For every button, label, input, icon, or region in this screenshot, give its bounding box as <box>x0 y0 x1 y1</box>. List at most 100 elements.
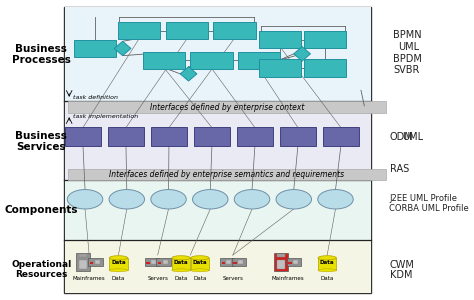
FancyBboxPatch shape <box>172 258 190 270</box>
FancyBboxPatch shape <box>237 52 280 69</box>
Text: Data: Data <box>320 260 335 266</box>
Ellipse shape <box>109 269 128 272</box>
Text: Interfaces defined by enterprise context: Interfaces defined by enterprise context <box>150 103 304 112</box>
FancyBboxPatch shape <box>151 127 187 146</box>
FancyBboxPatch shape <box>68 101 386 113</box>
FancyBboxPatch shape <box>237 127 273 146</box>
Ellipse shape <box>67 190 103 209</box>
Text: BPDM: BPDM <box>393 54 422 64</box>
FancyBboxPatch shape <box>79 254 87 256</box>
FancyBboxPatch shape <box>259 59 301 76</box>
FancyBboxPatch shape <box>194 127 230 146</box>
Text: Data: Data <box>174 276 188 281</box>
FancyBboxPatch shape <box>287 258 301 266</box>
FancyBboxPatch shape <box>108 127 144 146</box>
FancyBboxPatch shape <box>166 22 209 39</box>
FancyBboxPatch shape <box>221 262 225 264</box>
FancyBboxPatch shape <box>318 258 337 270</box>
FancyBboxPatch shape <box>64 180 371 240</box>
FancyBboxPatch shape <box>146 262 150 264</box>
FancyBboxPatch shape <box>64 7 371 293</box>
Text: Business
Services: Business Services <box>15 131 67 152</box>
Ellipse shape <box>276 190 311 209</box>
FancyBboxPatch shape <box>232 258 246 266</box>
FancyBboxPatch shape <box>65 127 101 146</box>
FancyBboxPatch shape <box>143 52 185 69</box>
Text: SVBR: SVBR <box>393 65 419 75</box>
FancyBboxPatch shape <box>64 7 371 101</box>
Ellipse shape <box>191 256 209 260</box>
Text: RAS: RAS <box>390 164 409 174</box>
Text: CWM: CWM <box>390 260 415 270</box>
FancyBboxPatch shape <box>109 258 128 270</box>
Text: UML: UML <box>398 42 419 52</box>
Text: Data: Data <box>192 260 207 266</box>
Polygon shape <box>180 67 197 81</box>
Ellipse shape <box>109 256 128 260</box>
FancyBboxPatch shape <box>76 253 90 271</box>
Text: task implementation: task implementation <box>73 114 138 119</box>
Text: Interfaces defined by enterprise semantics and requirements: Interfaces defined by enterprise semanti… <box>109 170 345 179</box>
Ellipse shape <box>151 190 186 209</box>
FancyBboxPatch shape <box>151 260 156 264</box>
Polygon shape <box>294 47 310 61</box>
Text: Mainframes: Mainframes <box>73 276 106 281</box>
FancyBboxPatch shape <box>277 254 285 256</box>
FancyBboxPatch shape <box>95 260 100 264</box>
Ellipse shape <box>192 190 228 209</box>
Text: Mainframes: Mainframes <box>271 276 304 281</box>
FancyBboxPatch shape <box>226 260 231 264</box>
Ellipse shape <box>318 190 353 209</box>
FancyBboxPatch shape <box>64 101 371 180</box>
FancyBboxPatch shape <box>73 40 116 57</box>
FancyBboxPatch shape <box>145 258 159 266</box>
Text: CORBA UML Profile: CORBA UML Profile <box>389 204 469 213</box>
Text: J2EE UML Profile: J2EE UML Profile <box>389 194 457 203</box>
Text: Data: Data <box>193 276 207 281</box>
Ellipse shape <box>318 256 337 260</box>
Ellipse shape <box>318 269 337 272</box>
FancyBboxPatch shape <box>191 52 233 69</box>
Text: ODM: ODM <box>390 132 413 142</box>
FancyBboxPatch shape <box>238 260 243 264</box>
FancyBboxPatch shape <box>64 240 371 293</box>
Text: Operational
Resources: Operational Resources <box>11 260 71 279</box>
Text: Data: Data <box>111 260 126 266</box>
FancyBboxPatch shape <box>79 260 87 269</box>
FancyBboxPatch shape <box>304 59 346 76</box>
FancyBboxPatch shape <box>259 31 301 48</box>
Text: Data: Data <box>320 276 334 281</box>
FancyBboxPatch shape <box>158 262 162 264</box>
Ellipse shape <box>172 269 190 272</box>
Text: Data: Data <box>174 260 188 266</box>
FancyBboxPatch shape <box>156 258 171 266</box>
FancyBboxPatch shape <box>118 22 160 39</box>
Text: Data: Data <box>112 276 125 281</box>
FancyBboxPatch shape <box>191 258 209 270</box>
FancyBboxPatch shape <box>88 258 102 266</box>
Text: Servers: Servers <box>222 276 243 281</box>
FancyBboxPatch shape <box>304 31 346 48</box>
Ellipse shape <box>172 256 190 260</box>
Text: Components: Components <box>4 205 78 215</box>
Ellipse shape <box>109 190 145 209</box>
FancyBboxPatch shape <box>233 262 237 264</box>
FancyBboxPatch shape <box>163 260 168 264</box>
FancyBboxPatch shape <box>213 22 255 39</box>
Text: KDM: KDM <box>390 270 412 280</box>
FancyBboxPatch shape <box>277 260 285 269</box>
Polygon shape <box>114 41 131 56</box>
Ellipse shape <box>191 269 209 272</box>
FancyBboxPatch shape <box>323 127 359 146</box>
Text: UML: UML <box>402 132 423 142</box>
FancyBboxPatch shape <box>68 169 386 180</box>
Text: BPMN: BPMN <box>393 30 422 40</box>
FancyBboxPatch shape <box>280 127 316 146</box>
FancyBboxPatch shape <box>293 260 298 264</box>
FancyBboxPatch shape <box>220 258 234 266</box>
FancyBboxPatch shape <box>274 253 288 271</box>
Ellipse shape <box>234 190 270 209</box>
Text: task definition: task definition <box>73 95 118 100</box>
FancyBboxPatch shape <box>90 262 93 264</box>
Text: Servers: Servers <box>147 276 168 281</box>
